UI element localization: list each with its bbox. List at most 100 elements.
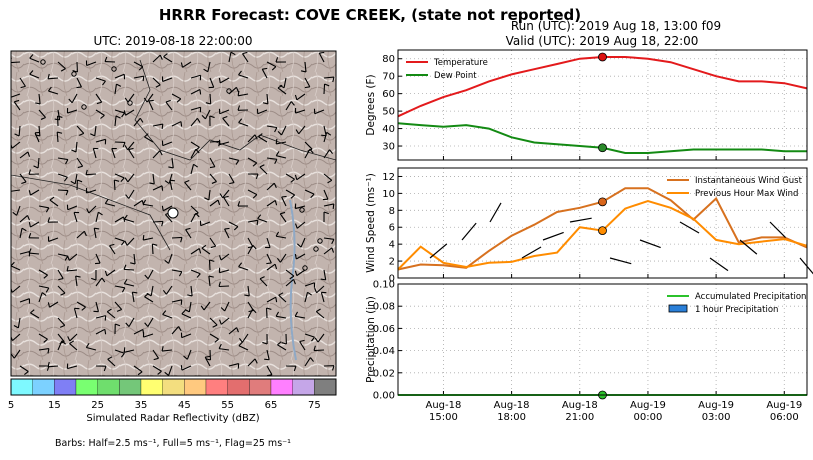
wind-barb [124, 283, 135, 287]
wind-barb [266, 157, 277, 160]
wind-barb-feather [58, 278, 64, 281]
wind-barb-feather [314, 287, 318, 293]
wind-barb [220, 317, 230, 325]
valid-label: Valid (UTC): 2019 Aug 18, 22:00 [506, 34, 699, 48]
wind-barb [16, 205, 21, 216]
wind-barb-feather [49, 196, 55, 201]
wind-barb-feather [142, 199, 147, 205]
wind-barb [222, 189, 230, 199]
wind-barb [34, 132, 40, 143]
panel-wind-barbs [429, 202, 813, 275]
colorbar-frame [10, 378, 337, 396]
wind-barb [171, 269, 182, 273]
wind-barb [247, 134, 256, 143]
wind-barb [164, 214, 173, 223]
wind-barb [259, 166, 268, 175]
wind-barb [143, 237, 154, 241]
wind-barb-feather [218, 255, 222, 261]
wind-barb-feather [275, 151, 280, 156]
wind-barb [171, 157, 174, 168]
legend-swatch [668, 304, 688, 313]
wind-barb [242, 53, 249, 63]
wind-barb-feather [28, 232, 32, 239]
wind-barb-feather [124, 145, 129, 151]
wind-barb-feather [104, 329, 107, 335]
wind-barb [162, 205, 173, 212]
wind-barb-feather [199, 89, 202, 95]
x-tick-label: 03:00 [702, 412, 731, 423]
wind-barb [123, 268, 135, 271]
county-border [11, 174, 171, 251]
calm-wind-marker [317, 238, 323, 244]
wind-barb [95, 328, 106, 335]
wind-barb [57, 173, 68, 178]
wind-barb-feather [138, 66, 144, 71]
wind-barb-feather [209, 259, 215, 262]
wind-barb-feather [116, 83, 122, 87]
wind-barb [314, 109, 325, 115]
colorbar-tick-label: 15 [48, 400, 61, 411]
wind-barb-feather [104, 56, 108, 62]
wind-barb [219, 77, 230, 84]
y-tick-label: 4 [389, 240, 395, 251]
y-tick-label: 0.04 [373, 346, 395, 357]
colorbar-bin [249, 378, 272, 396]
wind-barb [114, 173, 125, 179]
wind-barb-feather [180, 237, 183, 243]
wind-barb [277, 87, 287, 95]
wind-barb-feather [294, 94, 298, 100]
wind-barb-feather [77, 165, 83, 169]
wind-barb [296, 93, 306, 101]
wind-barb [13, 101, 21, 111]
wind-barb-feather [81, 306, 86, 311]
wind-barb-feather [266, 374, 273, 376]
wind-barb [111, 148, 116, 159]
calm-wind-marker [127, 100, 133, 106]
wind-barb-feather [20, 85, 26, 89]
wind-barb [304, 333, 315, 338]
wind-barb [228, 363, 239, 367]
wind-barb-feather [184, 180, 190, 183]
wind-barb [146, 93, 154, 103]
wind-barb [228, 173, 235, 183]
wind-barb [323, 237, 334, 240]
figure-title: HRRR Forecast: COVE CREEK, (state not re… [159, 6, 581, 24]
wind-barb-feather [43, 274, 48, 279]
wind-barb [323, 132, 328, 143]
wind-barb-feather [152, 243, 158, 246]
wind-barb-feather [252, 162, 258, 167]
wind-barb [19, 298, 30, 303]
wind-barb [190, 106, 201, 111]
wind-barb [190, 164, 195, 175]
wind-barb [299, 341, 306, 351]
wind-barb [188, 301, 192, 312]
wind-barb [95, 253, 101, 264]
wind-barb [171, 236, 183, 239]
calm-wind-marker [313, 246, 319, 252]
wind-barb [38, 109, 46, 118]
wind-barb [128, 189, 135, 199]
wind-barb [304, 77, 311, 88]
wind-barb-feather [75, 275, 81, 278]
wind-barb [75, 141, 78, 153]
wind-barb [49, 199, 59, 207]
wind-barb [48, 90, 59, 95]
wind-barb-feather [102, 80, 106, 86]
wind-barb [114, 285, 125, 289]
wind-barb-feather [274, 263, 278, 270]
wind-barb [323, 149, 330, 159]
wind-barb-feather [66, 265, 69, 272]
wind-barb [128, 149, 135, 159]
wind-barb-feather [309, 148, 314, 154]
wind-barb [171, 93, 182, 100]
y-axis-label: Degrees (F) [365, 74, 377, 135]
wind-barb [257, 109, 268, 115]
wind-barb [317, 333, 325, 343]
wind-barb-feather [218, 343, 222, 349]
wind-barb-feather [63, 176, 68, 182]
wind-barb-feather [200, 305, 205, 311]
wind-barb-feather [180, 62, 184, 68]
wind-barb-feather [47, 217, 51, 223]
wind-barb-feather [195, 148, 200, 154]
wind-barb-feather [125, 194, 130, 199]
